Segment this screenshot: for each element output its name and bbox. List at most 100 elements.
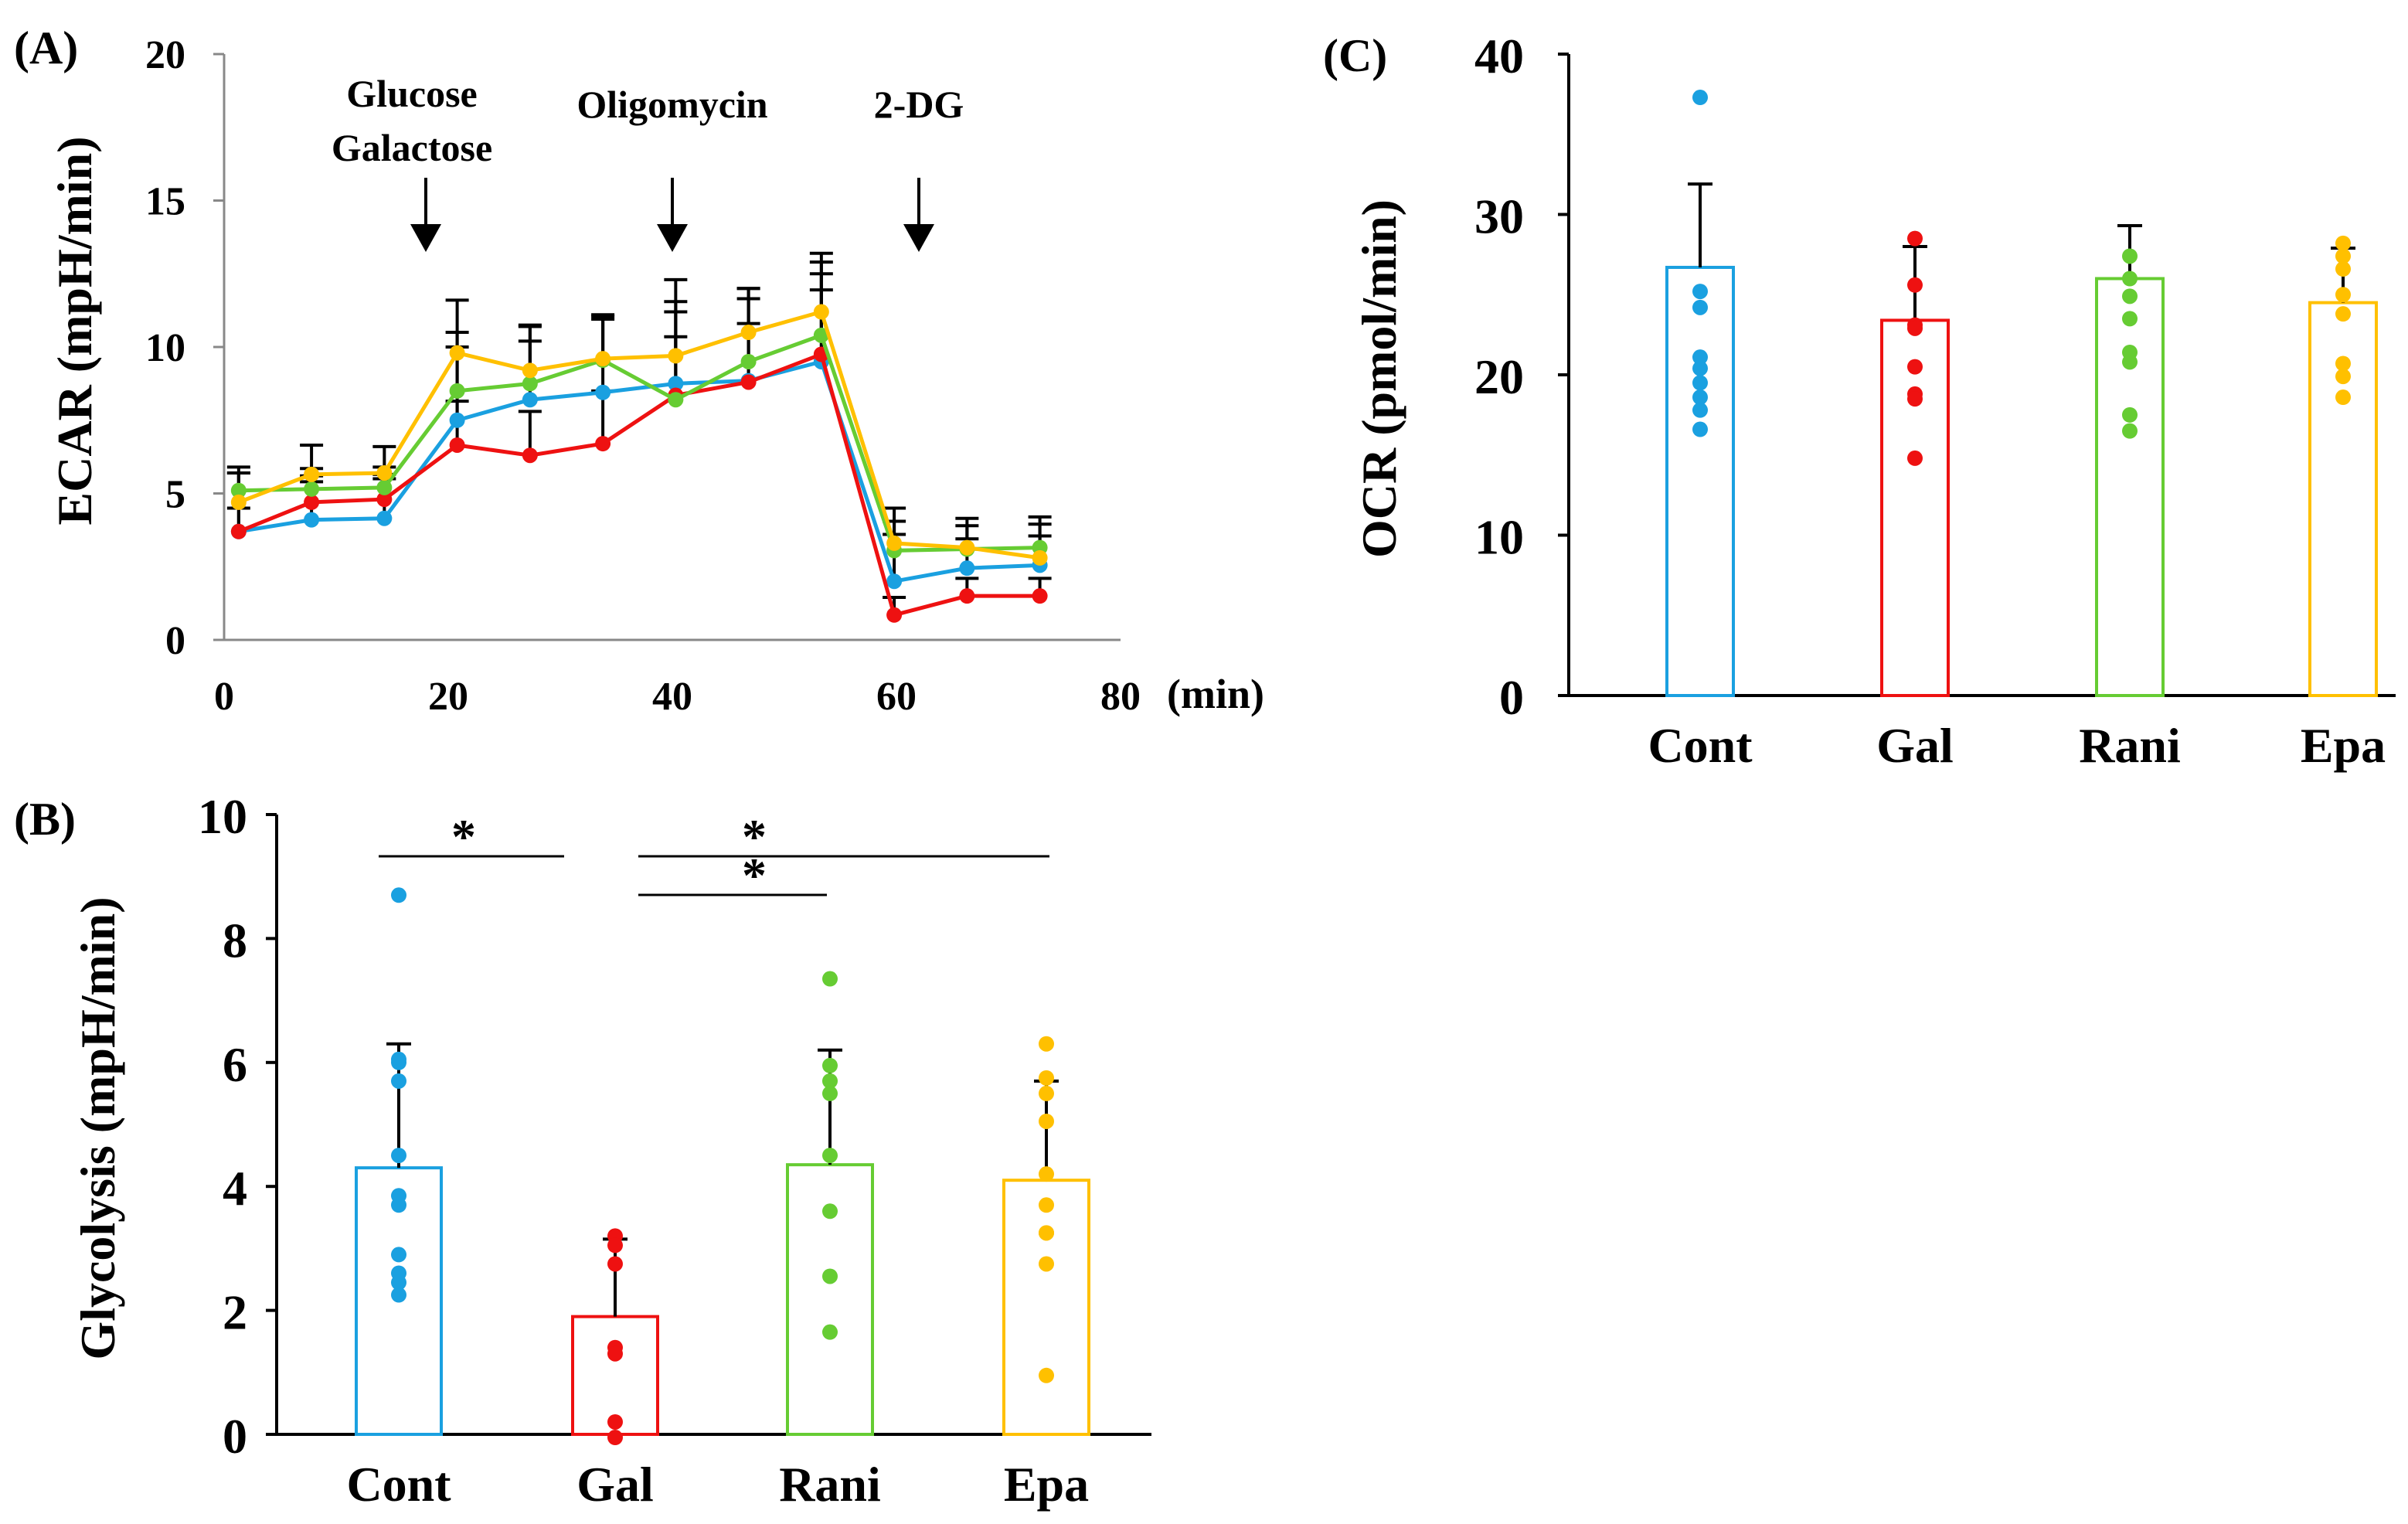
panel-b-x-tick-label-epa: Epa xyxy=(1004,1457,1089,1512)
panel-a-rani-data-point xyxy=(740,353,757,369)
panel-c-y-tick-label: 10 xyxy=(1474,510,1524,565)
panel-c-gal-data-point xyxy=(1907,320,1923,336)
panel-b-x-tick-label-gal: Gal xyxy=(576,1457,654,1512)
panel-c-epa-data-point xyxy=(2335,248,2351,264)
panel-b-epa-data-point xyxy=(1039,1070,1054,1086)
panel-c-plot-area: Cont Gal Rani Epa xyxy=(1648,90,2386,773)
panel-a-annotation-text: Glucose xyxy=(346,72,477,115)
panel-c-label: (C) xyxy=(1323,30,1387,81)
panel-a-epa-data-point xyxy=(886,535,903,551)
panel-c-cont-data-point xyxy=(1692,90,1708,106)
panel-a-epa-data-point xyxy=(959,539,975,556)
panel-a-cont-data-point xyxy=(449,412,465,428)
panel-a-annotation-text: 2-DG xyxy=(874,83,964,126)
panel-c-bar-gal xyxy=(1880,318,1950,697)
panel-c-y-tick-label: 30 xyxy=(1474,189,1524,244)
panel-c-epa-data-point xyxy=(2335,306,2351,322)
panel-c-epa-data-point xyxy=(2335,369,2351,385)
panel-c-rani-data-point xyxy=(2122,423,2138,439)
panel-a-gal-data-point xyxy=(522,447,538,464)
panel-c-cont-data-point xyxy=(1692,402,1708,418)
panel-a-rani-data-point xyxy=(813,327,829,343)
panel-a-epa-data-point xyxy=(304,466,320,482)
panel-a-rani-data-point xyxy=(304,481,320,497)
panel-a-y-tick-label: 15 xyxy=(145,180,185,224)
panel-a-cont-data-point xyxy=(522,392,538,408)
panel-c-rani-data-point xyxy=(2122,270,2138,287)
panel-b-gal-data-point xyxy=(607,1345,623,1362)
panel-b-bar-epa xyxy=(1002,1179,1090,1437)
panel-b-epa-data-point xyxy=(1039,1036,1054,1052)
panel-b-cont-data-point xyxy=(391,887,406,903)
panel-c-x-tick-label-epa: Epa xyxy=(2301,718,2386,773)
panel-b-epa-data-point xyxy=(1039,1256,1054,1272)
panel-c-y-tick-label: 0 xyxy=(1499,670,1524,725)
panel-b-gal-data-point xyxy=(607,1256,623,1272)
panel-a-cont-data-point xyxy=(959,560,975,577)
panel-b-rani-data-point xyxy=(822,971,838,987)
panel-a-x-tick-label: 40 xyxy=(652,675,692,719)
panel-c-epa-data-point xyxy=(2335,261,2351,277)
panel-a-gal-data-point xyxy=(230,523,247,539)
panel-b-y-tick-label: 0 xyxy=(223,1409,247,1464)
panel-b-axes: 0 2 4 6 8 10 xyxy=(198,789,1151,1464)
panel-a-cont-data-point xyxy=(595,384,611,400)
panel-c-gal-data-point xyxy=(1907,277,1923,293)
panel-a-gal-series-line xyxy=(237,352,1040,617)
panel-b-y-tick-label: 6 xyxy=(223,1037,247,1092)
panel-a-arrow-head xyxy=(657,224,688,252)
panel-c-rani-data-point xyxy=(2122,288,2138,304)
panel-b-cont-data-point xyxy=(391,1274,406,1291)
panel-a-rani-data-point xyxy=(230,482,247,498)
panel-c-cont-data-point xyxy=(1692,349,1708,366)
panel-b-plot-area: Cont Gal Rani Epa* ** xyxy=(346,809,1090,1512)
panel-a-y-tick-label: 20 xyxy=(145,33,185,77)
panel-b-epa-data-point xyxy=(1039,1197,1054,1213)
panel-c-rani-data-point xyxy=(2122,407,2138,423)
panel-a-annotation-text: Oligomycin xyxy=(576,83,767,126)
panel-c-axes: 0 10 20 30 40 xyxy=(1474,29,2396,725)
panel-a-gal-data-point xyxy=(959,588,975,604)
panel-b-gal-data-point xyxy=(607,1430,623,1446)
panel-c-gal-data-point xyxy=(1907,391,1923,407)
panel-a-rani-data-point xyxy=(522,376,538,392)
panel-a-gal-data-point xyxy=(376,492,393,508)
panel-b-rani-data-point xyxy=(822,1085,838,1101)
panel-c-bar-rani xyxy=(2095,277,2165,697)
panel-a-x-unit: (min) xyxy=(1167,671,1264,717)
panel-c-epa-data-point xyxy=(2335,390,2351,406)
panel-b-cont-data-point xyxy=(391,1197,406,1213)
panel-a-gal-data-point xyxy=(595,436,611,452)
panel-a-epa-data-point xyxy=(668,348,684,364)
panel-a-plot-area xyxy=(226,251,1052,623)
panel-a-rani-data-point xyxy=(449,383,465,399)
panel-a-axes: 0 5 10 15 20 0 20 40 60 80 xyxy=(145,33,1141,719)
panel-c-y-tick-label: 40 xyxy=(1474,29,1524,83)
panel-c-rani-data-point xyxy=(2122,354,2138,370)
panel-a-gal-data-point xyxy=(886,607,903,623)
panel-a-y-axis-label: ECAR (mpH/min) xyxy=(47,136,102,525)
panel-a-gal-data-point xyxy=(740,374,757,390)
panel-a-ecar-chart: (A) ECAR (mpH/min) (min) 0 5 10 15 20 0 20 40 60… xyxy=(14,22,1264,719)
panel-a-x-tick-label: 60 xyxy=(876,675,917,719)
panel-c-ocr-chart: (C) OCR (pmol/min) 0 10 20 30 40 Cont Gal Rani… xyxy=(1323,29,2396,773)
panel-c-rani-data-point xyxy=(2122,248,2138,264)
panel-b-y-tick-label: 10 xyxy=(198,789,247,844)
panel-c-y-tick-label: 20 xyxy=(1474,349,1524,404)
panel-b-rani-data-point xyxy=(822,1073,838,1089)
panel-a-epa-series-line xyxy=(237,309,1040,560)
panel-b-y-axis-label: Glycolysis (mpH/min) xyxy=(70,896,125,1359)
panel-b-epa-data-point xyxy=(1039,1225,1054,1241)
panel-a-x-tick-label: 20 xyxy=(428,675,468,719)
panel-c-gal-data-point xyxy=(1907,230,1923,247)
panel-a-epa-data-point xyxy=(522,362,538,379)
panel-b-epa-data-point xyxy=(1039,1367,1054,1383)
panel-a-label: (A) xyxy=(14,22,78,73)
panel-a-cont-data-point xyxy=(886,573,903,590)
panel-a-gal-data-point xyxy=(449,437,465,453)
panel-c-bar-cont xyxy=(1665,265,1735,698)
panel-b-gal-data-point xyxy=(607,1413,623,1430)
panel-a-gal-data-point xyxy=(304,494,320,510)
panel-b-y-tick-label: 8 xyxy=(223,913,247,968)
